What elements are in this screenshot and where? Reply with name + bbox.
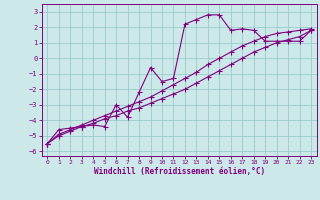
X-axis label: Windchill (Refroidissement éolien,°C): Windchill (Refroidissement éolien,°C) <box>94 167 265 176</box>
